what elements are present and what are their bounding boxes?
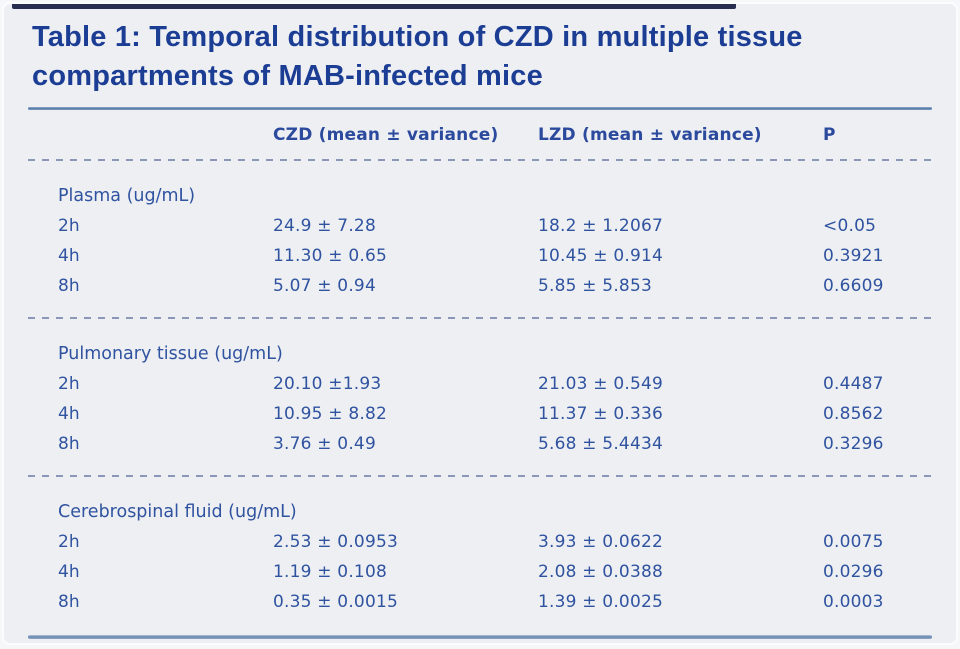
cell-lzd: 10.45 ± 0.914	[538, 245, 663, 266]
table-title: Table 1: Temporal distribution of CZD in…	[32, 18, 922, 97]
section-label: Pulmonary tissue (ug/mL)	[58, 343, 283, 364]
table-row: 2h 20.10 ±1.93 21.03 ± 0.549 0.4487	[28, 369, 932, 399]
cell-lzd: 3.93 ± 0.0622	[538, 531, 663, 552]
bottom-rule	[28, 634, 932, 639]
cell-czd: 2.53 ± 0.0953	[273, 531, 398, 552]
cell-czd: 0.35 ± 0.0015	[273, 591, 398, 612]
section-label-row: Plasma (ug/mL)	[28, 181, 932, 211]
section-pulmonary: Pulmonary tissue (ug/mL) 2h 20.10 ±1.93 …	[4, 339, 956, 475]
table-row: 4h 1.19 ± 0.108 2.08 ± 0.0388 0.0296	[28, 557, 932, 587]
table-row: 8h 0.35 ± 0.0015 1.39 ± 0.0025 0.0003	[28, 587, 932, 617]
section-label-row: Pulmonary tissue (ug/mL)	[28, 339, 932, 369]
section-divider-dashed	[28, 474, 932, 477]
cell-lzd: 1.39 ± 0.0025	[538, 591, 663, 612]
table-row: 2h 24.9 ± 7.28 18.2 ± 1.2067 <0.05	[28, 211, 932, 241]
cell-czd: 10.95 ± 8.82	[273, 403, 387, 424]
table-row: 2h 2.53 ± 0.0953 3.93 ± 0.0622 0.0075	[28, 527, 932, 557]
cell-p: 0.0075	[823, 531, 884, 552]
cell-time: 2h	[58, 373, 80, 394]
cell-lzd: 21.03 ± 0.549	[538, 373, 663, 394]
cell-p: 0.3921	[823, 245, 884, 266]
top-accent-bar	[12, 4, 736, 9]
cell-czd: 3.76 ± 0.49	[273, 433, 376, 454]
cell-time: 8h	[58, 591, 80, 612]
header-czd: CZD (mean ± variance)	[273, 124, 499, 145]
cell-p: 0.4487	[823, 373, 884, 394]
table-row: 4h 10.95 ± 8.82 11.37 ± 0.336 0.8562	[28, 399, 932, 429]
cell-p: 0.8562	[823, 403, 884, 424]
table-title-line2: compartments of MAB-infected mice	[32, 60, 543, 93]
header-p: P	[823, 124, 836, 145]
cell-time: 8h	[58, 275, 80, 296]
cell-p: 0.6609	[823, 275, 884, 296]
cell-p: 0.3296	[823, 433, 884, 454]
cell-czd: 20.10 ±1.93	[273, 373, 382, 394]
cell-p: 0.0296	[823, 561, 884, 582]
section-cerebrospinal: Cerebrospinal fluid (ug/mL) 2h 2.53 ± 0.…	[4, 497, 956, 633]
cell-czd: 5.07 ± 0.94	[273, 275, 376, 296]
cell-czd: 24.9 ± 7.28	[273, 215, 376, 236]
section-label-row: Cerebrospinal fluid (ug/mL)	[28, 497, 932, 527]
cell-time: 8h	[58, 433, 80, 454]
cell-time: 4h	[58, 561, 80, 582]
section-label: Plasma (ug/mL)	[58, 185, 196, 206]
table-row: 4h 11.30 ± 0.65 10.45 ± 0.914 0.3921	[28, 241, 932, 271]
cell-lzd: 5.68 ± 5.4434	[538, 433, 663, 454]
cell-time: 4h	[58, 245, 80, 266]
cell-time: 4h	[58, 403, 80, 424]
cell-time: 2h	[58, 531, 80, 552]
cell-lzd: 18.2 ± 1.2067	[538, 215, 663, 236]
cell-lzd: 5.85 ± 5.853	[538, 275, 652, 296]
cell-czd: 1.19 ± 0.108	[273, 561, 387, 582]
title-divider-rule	[28, 106, 932, 110]
cell-lzd: 2.08 ± 0.0388	[538, 561, 663, 582]
table-row: 8h 5.07 ± 0.94 5.85 ± 5.853 0.6609	[28, 271, 932, 301]
cell-p: 0.0003	[823, 591, 884, 612]
section-divider-dashed	[28, 316, 932, 319]
cell-czd: 11.30 ± 0.65	[273, 245, 387, 266]
table-row: 8h 3.76 ± 0.49 5.68 ± 5.4434 0.3296	[28, 429, 932, 459]
section-label: Cerebrospinal fluid (ug/mL)	[58, 501, 297, 522]
cell-lzd: 11.37 ± 0.336	[538, 403, 663, 424]
section-plasma: Plasma (ug/mL) 2h 24.9 ± 7.28 18.2 ± 1.2…	[4, 181, 956, 317]
section-divider-dashed	[28, 158, 932, 161]
table-header-row: CZD (mean ± variance) LZD (mean ± varian…	[28, 110, 932, 159]
table-title-line1: Table 1: Temporal distribution of CZD in…	[32, 21, 803, 53]
header-lzd: LZD (mean ± variance)	[538, 124, 762, 145]
cell-p: <0.05	[823, 215, 877, 236]
cell-time: 2h	[58, 215, 80, 236]
